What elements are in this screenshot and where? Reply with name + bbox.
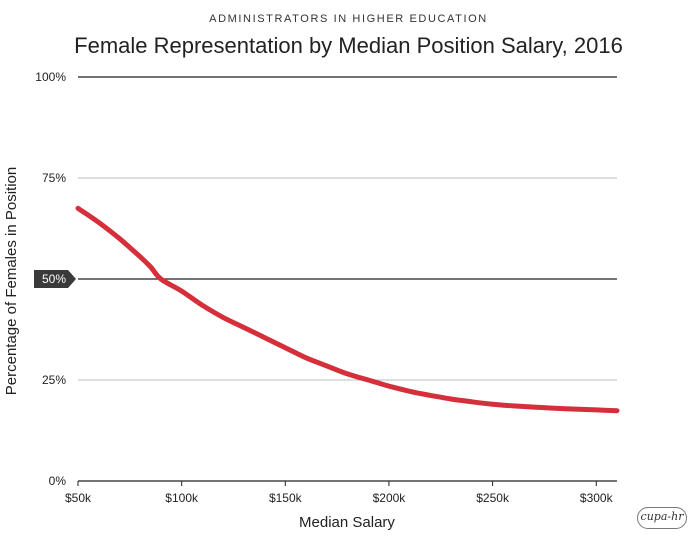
logo-text: cupa-hr xyxy=(640,510,684,523)
chart-supertitle: ADMINISTRATORS IN HIGHER EDUCATION xyxy=(209,13,488,25)
cupa-hr-logo: cupa-hr xyxy=(636,506,688,532)
y-tick-label: 25% xyxy=(42,373,66,387)
y-axis-ticks: 0% 25% 50% 75% 100% xyxy=(34,70,76,488)
x-axis-ticks: $50k $100k $150k $200k $250k $300k xyxy=(65,481,614,505)
y-axis-label: Percentage of Females in Position xyxy=(3,167,20,395)
y-tick-label: 75% xyxy=(42,171,66,185)
series-lines xyxy=(75,205,620,414)
series-line-0 xyxy=(75,205,620,414)
gridlines xyxy=(78,76,617,482)
y-tick-label: 100% xyxy=(35,70,66,84)
x-tick-label: $200k xyxy=(373,491,407,505)
y-tick-label: 0% xyxy=(49,474,67,488)
x-tick-label: $50k xyxy=(65,491,92,505)
x-axis-label: Median Salary xyxy=(299,514,395,531)
y-tick-label: 50% xyxy=(42,272,66,286)
x-tick-label: $150k xyxy=(269,491,303,505)
x-tick-label: $250k xyxy=(476,491,510,505)
logo-ring-icon xyxy=(637,507,687,529)
chart-title: Female Representation by Median Position… xyxy=(74,33,623,58)
x-tick-label: $300k xyxy=(580,491,614,505)
x-tick-label: $100k xyxy=(165,491,199,505)
highlight-tick-badge xyxy=(34,270,76,288)
